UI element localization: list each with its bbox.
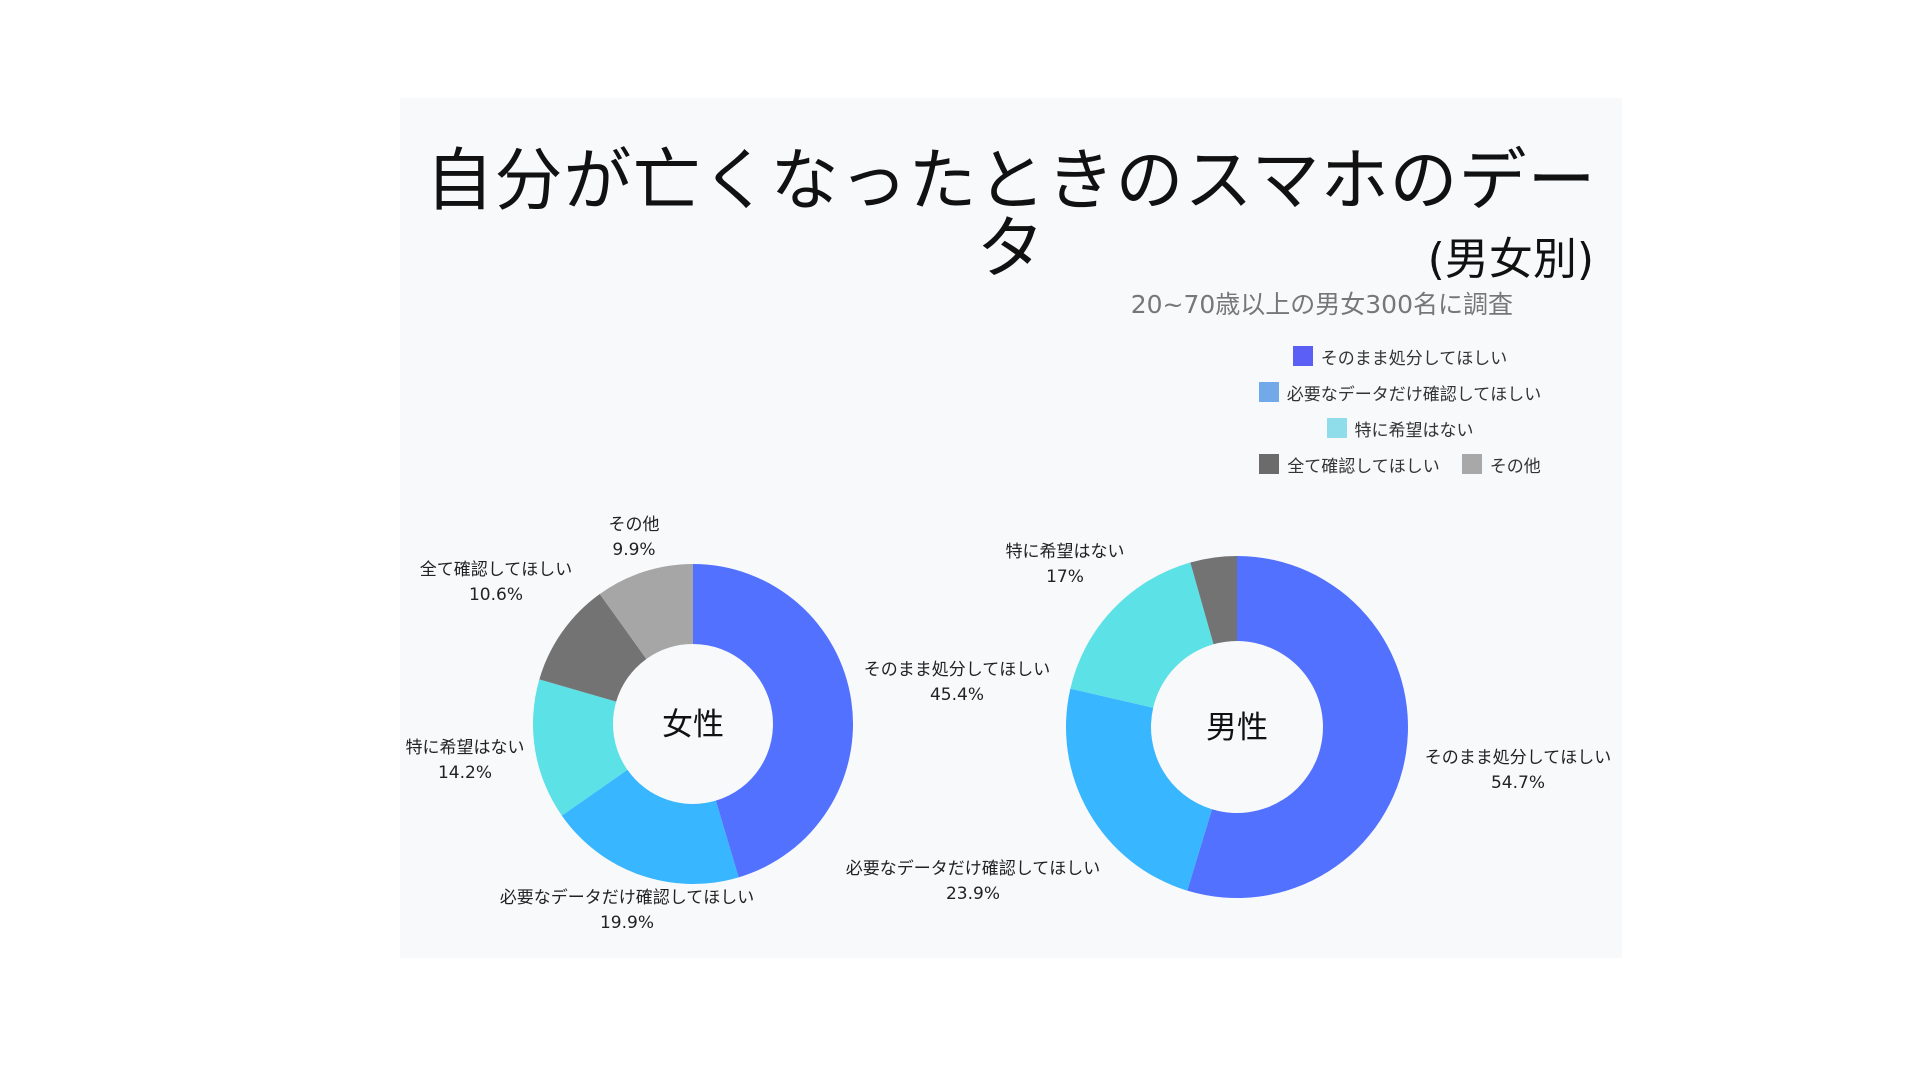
donut-slice	[599, 564, 693, 659]
slice-category-label: 必要なデータだけ確認してほしい	[846, 858, 1101, 879]
donut-slice	[1187, 556, 1408, 898]
legend-row: 必要なデータだけ確認してほしい	[1240, 374, 1560, 410]
slice-value-label: 14.2%	[438, 763, 492, 783]
legend-swatch	[1258, 382, 1279, 402]
slice-category-label: 特に希望はない	[1006, 542, 1125, 562]
legend-row: 全て確認してほしい その他	[1240, 446, 1560, 482]
slice-value-label: 23.9%	[946, 884, 1000, 904]
legend-item-dispose: そのまま処分してほしい	[1292, 344, 1508, 369]
slice-category-label: そのまま処分してほしい	[864, 660, 1051, 680]
donut-slice	[1066, 688, 1212, 891]
slice-value-label: 45.4%	[930, 685, 984, 705]
legend-row: そのまま処分してほしい	[1240, 338, 1560, 374]
legend-item-check-needed: 必要なデータだけ確認してほしい	[1258, 380, 1542, 405]
survey-note: 20~70歳以上の男女300名に調査	[1130, 290, 1513, 319]
chart-title: 自分が亡くなったときのスマホのデータ	[425, 142, 1597, 289]
slice-category-label: 必要なデータだけ確認してほしい	[500, 887, 755, 908]
slice-category-label: 全て確認してほしい	[420, 560, 573, 580]
legend-item-other: その他	[1461, 452, 1541, 477]
slice-category-label: そのまま処分してほしい	[1425, 748, 1612, 768]
donut-slice	[539, 593, 647, 702]
donut-slice	[1190, 556, 1237, 645]
legend-swatch	[1326, 418, 1347, 438]
donut-slice	[1070, 562, 1214, 708]
legend-swatch	[1292, 346, 1313, 366]
donut-center-label: 男性	[1206, 710, 1268, 746]
donut-slice	[561, 769, 739, 884]
donut-slice	[533, 679, 628, 816]
legend-swatch	[1461, 454, 1482, 474]
legend-label: 全て確認してほしい	[1287, 456, 1440, 477]
legend-swatch	[1259, 454, 1280, 474]
legend-item-check-all: 全て確認してほしい	[1259, 452, 1440, 477]
slice-value-label: 17%	[1046, 567, 1084, 587]
slice-category-label: 特に希望はない	[406, 738, 525, 758]
legend-row: 特に希望はない	[1240, 410, 1560, 446]
slice-value-label: 54.7%	[1491, 773, 1545, 793]
donut-slice	[693, 564, 854, 878]
slice-value-label: 19.9%	[600, 913, 654, 933]
slice-value-label: 9.9%	[612, 540, 655, 560]
donut-center-label: 女性	[662, 707, 724, 743]
slice-value-label: 10.6%	[469, 585, 523, 605]
legend-label: 必要なデータだけ確認してほしい	[1286, 384, 1542, 405]
legend-label: そのまま処分してほしい	[1320, 348, 1508, 369]
legend-label: その他	[1489, 456, 1541, 477]
legend: そのまま処分してほしい 必要なデータだけ確認してほしい 特に希望はない 全て確認…	[1240, 338, 1560, 482]
legend-item-no-preference: 特に希望はない	[1326, 416, 1474, 441]
slice-category-label: その他	[609, 515, 660, 535]
legend-label: 特に希望はない	[1354, 420, 1474, 441]
chart-subtitle: (男女別)	[1427, 234, 1594, 285]
